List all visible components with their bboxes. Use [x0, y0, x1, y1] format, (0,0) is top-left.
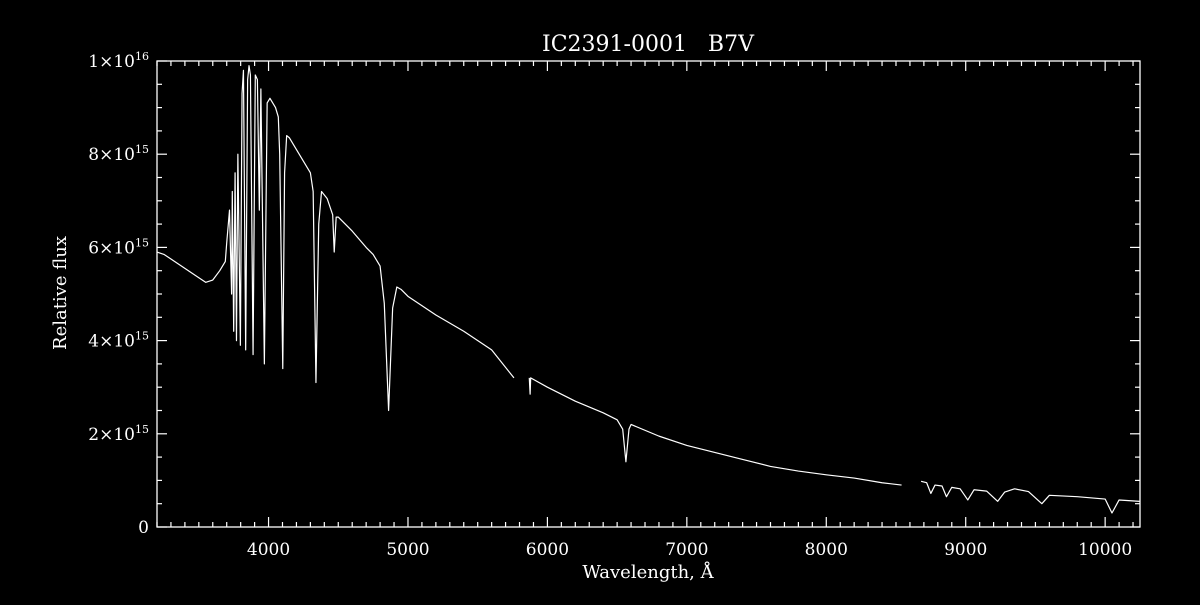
spectrum-segment — [528, 377, 902, 486]
x-tick-label: 6000 — [526, 540, 569, 560]
y-axis-label: Relative flux — [50, 236, 71, 350]
x-tick-label: 10000 — [1078, 540, 1132, 560]
spectrum-segment — [156, 65, 515, 412]
tick-labels: 4000 5000 6000 7000 8000 9000 1000002×10154×10… — [88, 50, 1132, 560]
x-axis-label: Wavelength, Å — [582, 561, 714, 583]
chart-title: IC2391-0001 B7V — [542, 32, 755, 57]
x-tick-label: 7000 — [665, 540, 708, 560]
y-tick-label: 2×1015 — [88, 423, 149, 445]
x-tick-label: 5000 — [386, 540, 429, 560]
y-tick-exponent: 15 — [135, 330, 149, 343]
y-tick-label: 6×1015 — [88, 236, 149, 258]
axis-ticks — [156, 60, 1140, 528]
y-tick-label: 4×1015 — [88, 330, 149, 352]
spectrum-lines — [156, 65, 1141, 514]
y-tick-exponent: 15 — [135, 236, 149, 249]
y-tick-mantissa: 1×10 — [88, 52, 135, 72]
y-tick-label: 8×1015 — [88, 143, 149, 165]
x-tick-label: 4000 — [247, 540, 290, 560]
y-tick-label: 0 — [138, 518, 149, 538]
y-tick-mantissa: 6×10 — [88, 238, 135, 258]
y-tick-exponent: 15 — [135, 423, 149, 436]
y-tick-label: 1×1016 — [88, 50, 149, 72]
y-tick-exponent: 16 — [135, 50, 149, 63]
y-tick-mantissa: 8×10 — [88, 145, 135, 165]
y-tick-exponent: 15 — [135, 143, 149, 156]
x-tick-label: 8000 — [805, 540, 848, 560]
y-tick-mantissa: 2×10 — [88, 425, 135, 445]
y-tick-mantissa: 4×10 — [88, 332, 135, 352]
spectrum-segment — [920, 480, 1141, 514]
y-tick-mantissa: 0 — [138, 518, 149, 538]
x-tick-label: 9000 — [944, 540, 987, 560]
